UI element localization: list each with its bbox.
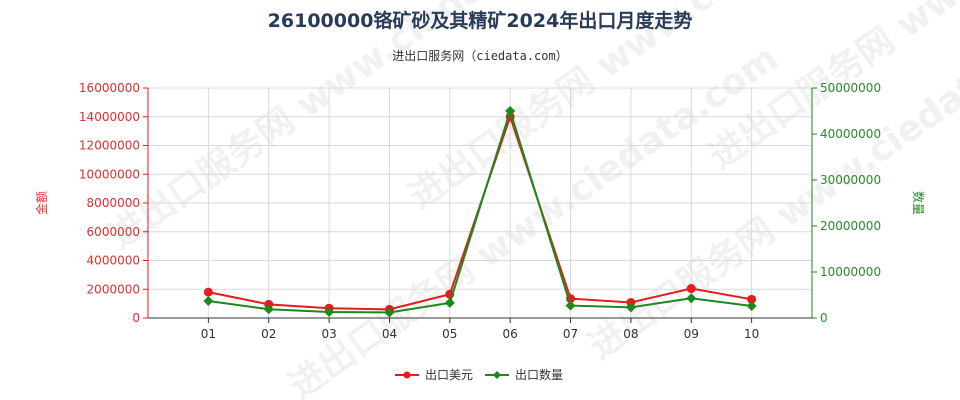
- data-point-quantity: [324, 307, 335, 318]
- y-right-tick-label: 50000000: [820, 81, 881, 95]
- data-point-quantity: [384, 307, 395, 318]
- data-point-amount: [203, 287, 213, 297]
- y-right-tick-label: 20000000: [820, 219, 881, 233]
- x-tick-label: 08: [623, 327, 638, 341]
- y-left-tick-label: 2000000: [87, 282, 140, 296]
- x-tick-label: 06: [503, 327, 518, 341]
- y-left-tick-label: 8000000: [87, 196, 140, 210]
- chart-subtitle: 进出口服务网（ciedata.com）: [392, 48, 567, 63]
- x-tick-label: 07: [563, 327, 578, 341]
- legend-label-amount: 出口美元: [425, 368, 473, 382]
- y-right-axis-title: 数量: [911, 191, 926, 215]
- x-tick-label: 04: [382, 327, 397, 341]
- x-tick-label: 01: [201, 327, 216, 341]
- y-left-axis-title: 金额: [34, 191, 49, 215]
- data-point-quantity: [203, 295, 214, 306]
- series-line-quantity: [208, 107, 752, 314]
- y-left-tick-label: 12000000: [79, 139, 140, 153]
- chart-title: 26100000铬矿砂及其精矿2024年出口月度走势: [268, 9, 693, 32]
- y-right-tick-label: 0: [820, 311, 828, 325]
- data-point-amount: [747, 294, 757, 304]
- legend-marker-amount: [403, 371, 411, 379]
- x-tick-label: 05: [442, 327, 457, 341]
- data-point-quantity: [686, 293, 697, 304]
- data-point-quantity: [746, 301, 757, 312]
- legend: 出口美元 出口数量: [395, 367, 563, 382]
- data-point-quantity: [444, 297, 455, 308]
- y-left-tick-label: 16000000: [79, 81, 140, 95]
- y-left-tick-label: 10000000: [79, 167, 140, 181]
- x-tick-label: 02: [261, 327, 276, 341]
- x-tick-label: 03: [321, 327, 336, 341]
- x-tick-label: 10: [744, 327, 759, 341]
- y-left-tick-label: 14000000: [79, 110, 140, 124]
- x-tick-label: 09: [684, 327, 699, 341]
- data-point-quantity: [565, 300, 576, 311]
- data-point-quantity: [505, 106, 516, 116]
- data-point-quantity: [625, 302, 636, 313]
- data-point-amount: [686, 284, 696, 294]
- data-point-quantity: [263, 304, 274, 315]
- series: [203, 106, 757, 318]
- legend-marker-quantity: [493, 371, 501, 379]
- y-right-tick-label: 30000000: [820, 173, 881, 187]
- y-left-tick-label: 4000000: [87, 254, 140, 268]
- y-left-tick-label: 0: [132, 311, 140, 325]
- y-right-tick-label: 40000000: [820, 127, 881, 141]
- y-left-tick-label: 6000000: [87, 225, 140, 239]
- legend-label-quantity: 出口数量: [515, 367, 563, 382]
- y-right-tick-label: 10000000: [820, 265, 881, 279]
- axes: 0 2000000 4000000 6000000 8000000 10000000 120…: [79, 81, 881, 341]
